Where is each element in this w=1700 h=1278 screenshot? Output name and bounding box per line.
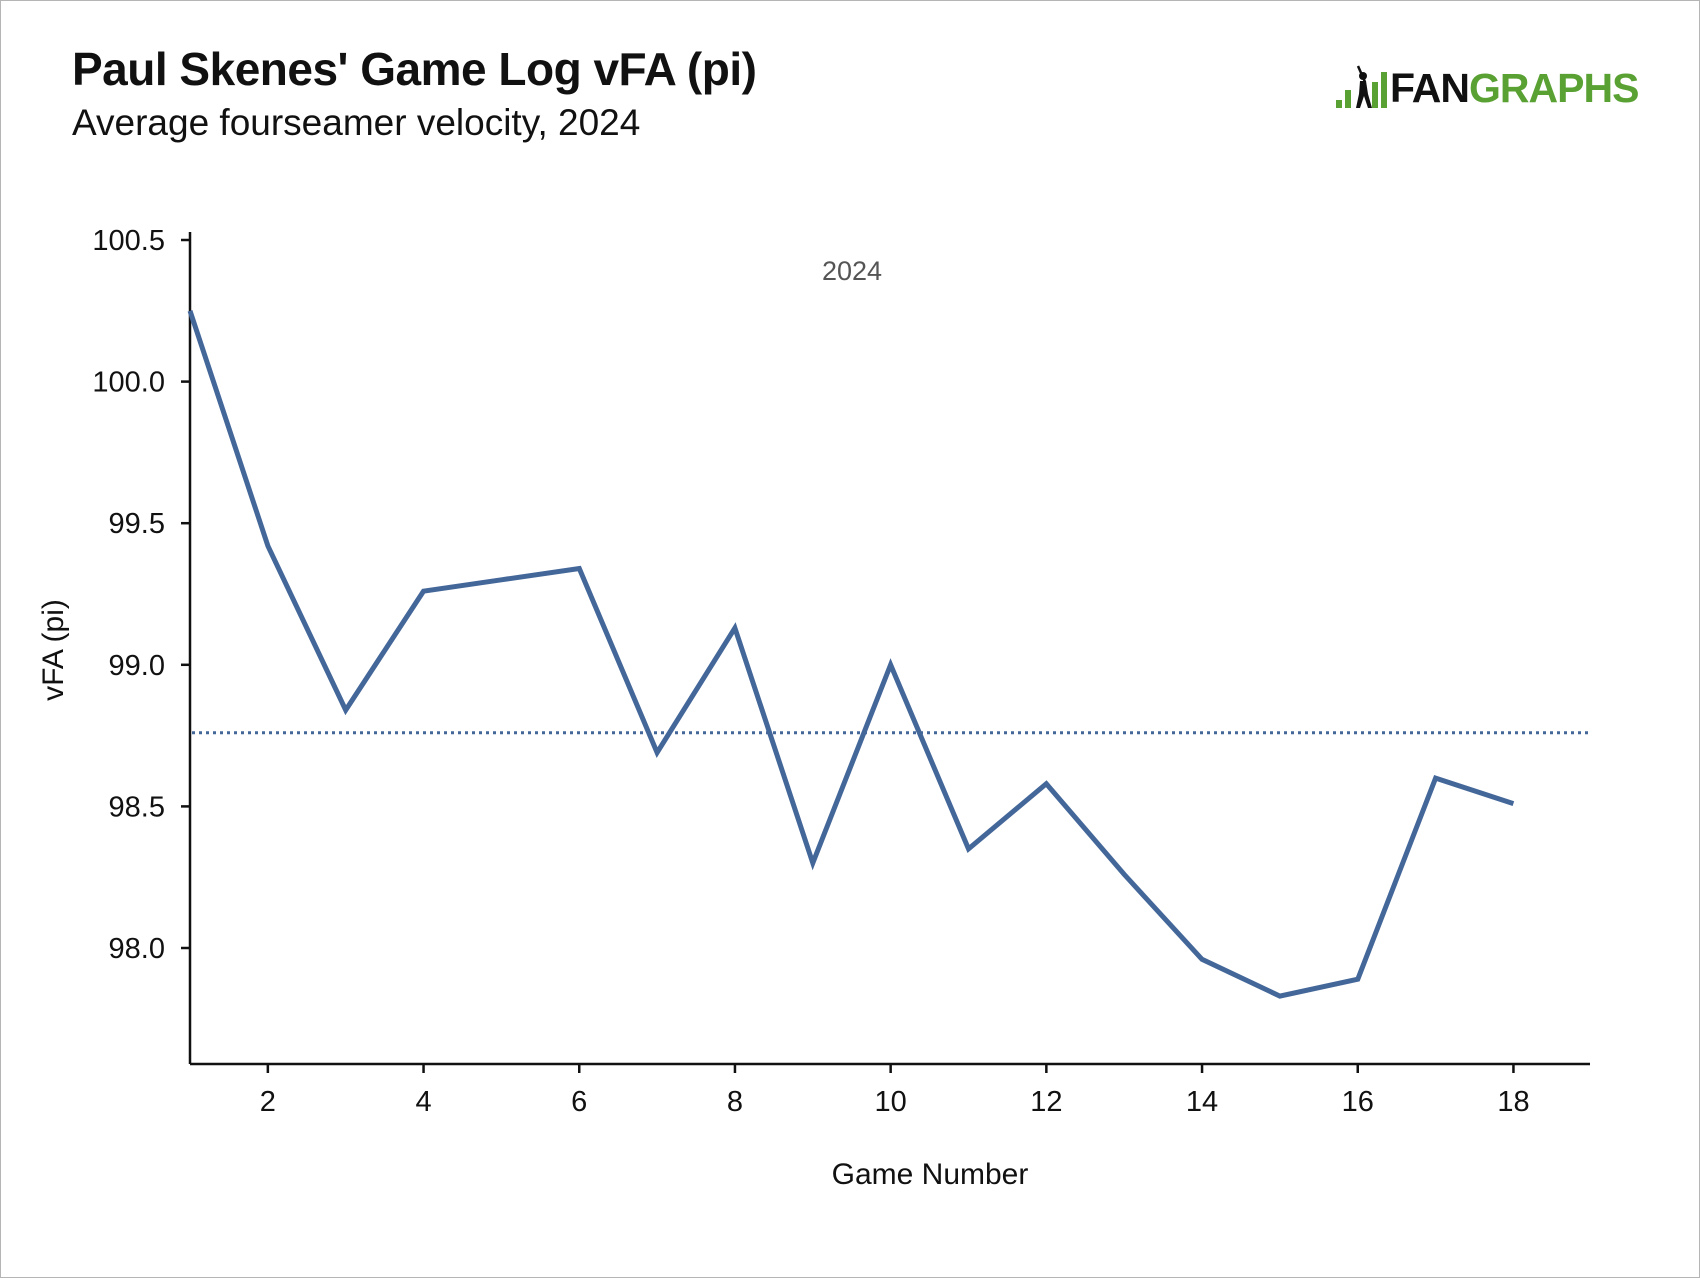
series-line: [187, 310, 1515, 999]
y-tick-label: 98.0: [109, 933, 165, 965]
season-annotation: 2024: [822, 256, 882, 286]
fangraphs-logo: FANGRAPHS: [1334, 64, 1639, 112]
y-tick-label: 99.5: [109, 508, 165, 540]
x-tick-label: 2: [260, 1086, 276, 1118]
x-tick-label: 4: [415, 1086, 431, 1118]
x-axis-title: Game Number: [832, 1158, 1029, 1191]
y-axis-title: vFA (pi): [37, 599, 70, 701]
y-tick-label: 99.0: [109, 650, 165, 682]
logo-text-graphs: GRAPHS: [1469, 65, 1639, 111]
x-tick-label: 16: [1342, 1086, 1374, 1118]
y-ticks: 98.0 98.5 99.0 99.5 100.0 100.5: [92, 225, 190, 965]
x-tick-label: 10: [875, 1086, 907, 1118]
logo-text-fan: FAN: [1390, 65, 1470, 111]
y-tick-label: 100.0: [92, 367, 165, 399]
chart-title: Paul Skenes' Game Log vFA (pi): [72, 43, 757, 95]
chart-subtitle: Average fourseamer velocity, 2024: [72, 102, 641, 143]
x-tick-label: 6: [571, 1086, 587, 1118]
data-points: [189, 310, 1514, 997]
fangraphs-batter-bars-icon: [1336, 65, 1387, 108]
x-tick-label: 12: [1030, 1086, 1062, 1118]
x-tick-label: 14: [1186, 1086, 1218, 1118]
x-tick-label: 8: [727, 1086, 743, 1118]
y-tick-label: 98.5: [109, 791, 165, 823]
y-tick-label: 100.5: [92, 225, 165, 257]
x-ticks: 2 4 6 8 10 12 14 16 18: [260, 1064, 1530, 1118]
x-tick-label: 18: [1497, 1086, 1529, 1118]
